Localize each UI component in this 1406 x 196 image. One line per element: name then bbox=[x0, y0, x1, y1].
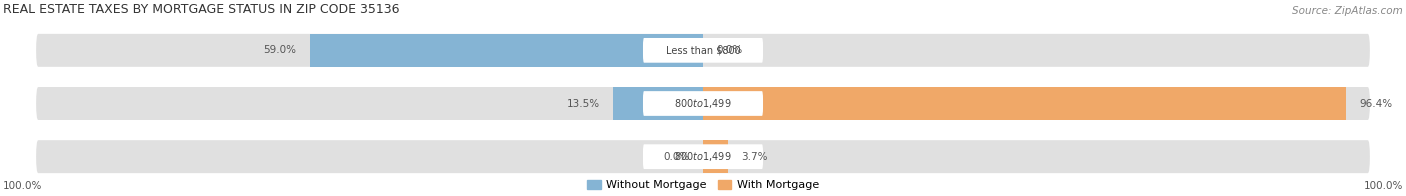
Text: 3.7%: 3.7% bbox=[741, 152, 768, 162]
FancyBboxPatch shape bbox=[37, 34, 1369, 67]
Text: 13.5%: 13.5% bbox=[567, 99, 599, 109]
Text: 96.4%: 96.4% bbox=[1360, 99, 1392, 109]
FancyBboxPatch shape bbox=[643, 144, 763, 169]
FancyBboxPatch shape bbox=[37, 87, 1369, 120]
FancyBboxPatch shape bbox=[643, 91, 763, 116]
Legend: Without Mortgage, With Mortgage: Without Mortgage, With Mortgage bbox=[582, 175, 824, 194]
Bar bbox=[703, 140, 728, 173]
Text: Source: ZipAtlas.com: Source: ZipAtlas.com bbox=[1292, 6, 1403, 16]
Text: Less than $800: Less than $800 bbox=[665, 45, 741, 55]
FancyBboxPatch shape bbox=[37, 140, 1369, 173]
Text: REAL ESTATE TAXES BY MORTGAGE STATUS IN ZIP CODE 35136: REAL ESTATE TAXES BY MORTGAGE STATUS IN … bbox=[3, 3, 399, 16]
Text: 0.0%: 0.0% bbox=[716, 45, 742, 55]
Text: 0.0%: 0.0% bbox=[664, 152, 690, 162]
Text: $800 to $1,499: $800 to $1,499 bbox=[675, 97, 731, 110]
Text: 100.0%: 100.0% bbox=[3, 181, 42, 191]
Text: $800 to $1,499: $800 to $1,499 bbox=[675, 150, 731, 163]
Bar bbox=[613, 87, 703, 120]
Text: 59.0%: 59.0% bbox=[263, 45, 297, 55]
Text: 100.0%: 100.0% bbox=[1364, 181, 1403, 191]
FancyBboxPatch shape bbox=[643, 38, 763, 63]
Bar bbox=[703, 87, 1346, 120]
Bar bbox=[309, 34, 703, 67]
